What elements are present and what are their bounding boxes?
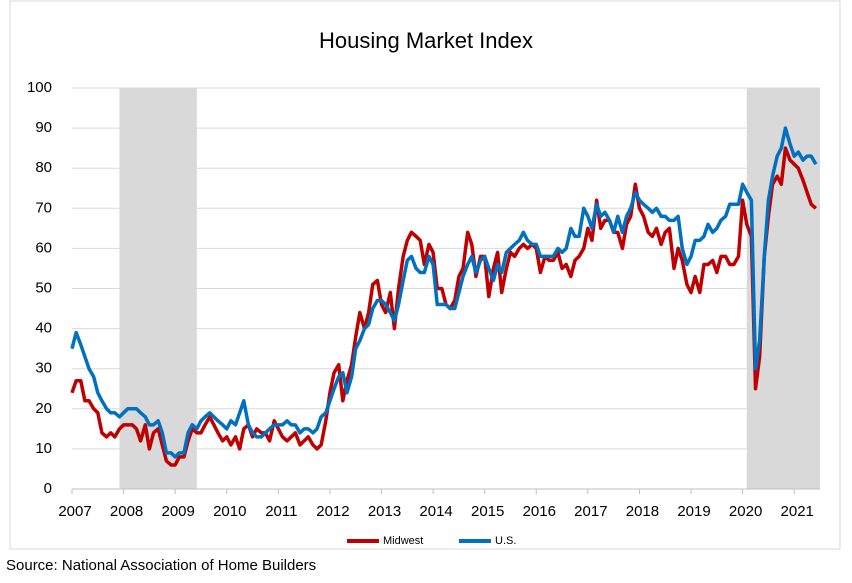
x-tick-label: 2012 — [316, 503, 349, 520]
y-tick-label: 50 — [35, 279, 52, 296]
x-tick-label: 2011 — [265, 503, 297, 520]
series-line — [70, 126, 818, 459]
chart-title: Housing Market Index — [319, 28, 533, 53]
y-tick-label: 60 — [35, 239, 52, 256]
y-tick-label: 40 — [35, 320, 52, 337]
x-tick-label: 2020 — [729, 503, 762, 520]
legend-label: Midwest — [383, 535, 423, 547]
x-tick-label: 2016 — [523, 503, 556, 520]
x-tick-label: 2013 — [368, 503, 401, 520]
x-tick-label: 2008 — [110, 503, 143, 520]
y-tick-label: 30 — [35, 360, 52, 377]
y-tick-label: 100 — [27, 79, 52, 96]
y-tick-label: 20 — [35, 400, 52, 417]
y-tick-label: 0 — [44, 480, 52, 497]
y-tick-label: 70 — [35, 199, 52, 216]
x-tick-label: 2007 — [58, 503, 91, 520]
x-tick-label: 2015 — [471, 503, 504, 520]
x-tick-label: 2019 — [677, 503, 710, 520]
x-tick-label: 2021 — [781, 503, 814, 520]
legend-label: U.S. — [495, 535, 516, 547]
x-tick-label: 2018 — [626, 503, 659, 520]
source-note: Source: National Association of Home Bui… — [6, 557, 316, 574]
series-line — [70, 146, 818, 467]
x-tick-label: 2010 — [213, 503, 246, 520]
y-tick-label: 90 — [35, 119, 52, 136]
y-tick-label: 10 — [35, 440, 52, 457]
x-tick-label: 2014 — [419, 503, 452, 520]
x-tick-label: 2017 — [574, 503, 607, 520]
x-tick-label: 2009 — [161, 503, 194, 520]
y-tick-label: 80 — [35, 159, 52, 176]
